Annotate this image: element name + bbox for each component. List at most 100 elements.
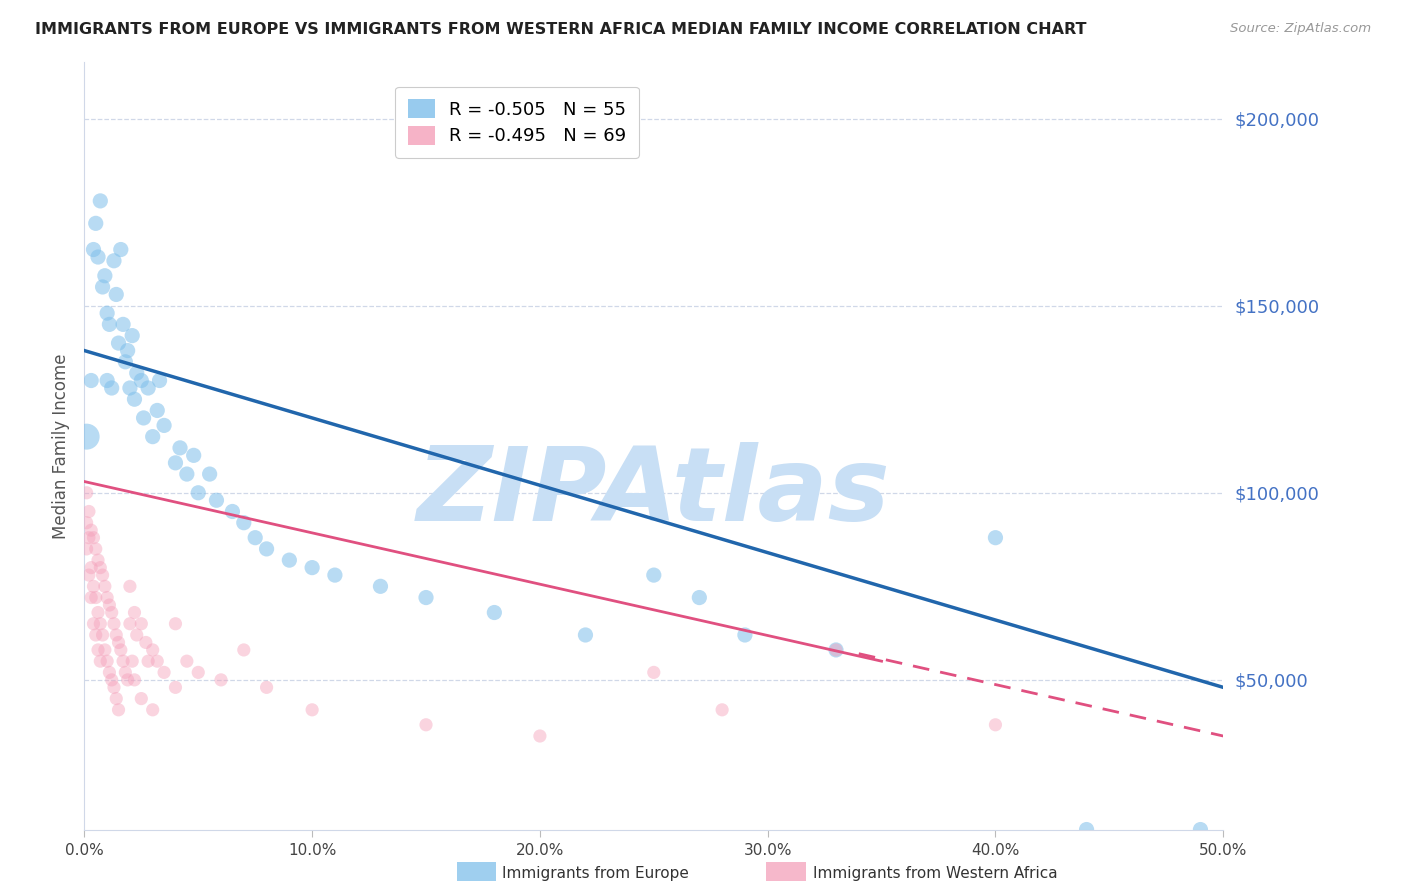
Point: [94, 643, 117, 657]
Point: [574, 628, 596, 642]
Point: [87, 643, 110, 657]
Point: [165, 616, 187, 631]
Point: [80, 591, 103, 605]
Point: [118, 579, 141, 593]
Point: [176, 467, 198, 481]
Point: [107, 336, 129, 351]
Point: [205, 493, 228, 508]
Point: [415, 591, 437, 605]
Point: [82, 579, 104, 593]
Point: [278, 553, 301, 567]
Point: [89, 194, 111, 208]
Point: [98, 598, 121, 612]
Point: [711, 703, 734, 717]
Point: [643, 665, 665, 680]
Point: [125, 628, 148, 642]
Point: [232, 516, 254, 530]
Point: [131, 616, 153, 631]
Point: [984, 531, 1007, 545]
Point: [187, 665, 209, 680]
Point: [301, 560, 323, 574]
Point: [146, 654, 169, 668]
Point: [94, 268, 117, 283]
Point: [124, 606, 146, 620]
Point: [124, 392, 146, 407]
Point: [98, 665, 121, 680]
Point: [165, 681, 187, 695]
Point: [96, 306, 118, 320]
Point: [165, 456, 187, 470]
Point: [76, 541, 98, 556]
Point: [107, 703, 129, 717]
Text: Source: ZipAtlas.com: Source: ZipAtlas.com: [1230, 22, 1371, 36]
Text: IMMIGRANTS FROM EUROPE VS IMMIGRANTS FROM WESTERN AFRICA MEDIAN FAMILY INCOME CO: IMMIGRANTS FROM EUROPE VS IMMIGRANTS FRO…: [35, 22, 1087, 37]
Point: [91, 568, 114, 582]
Point: [103, 616, 125, 631]
Point: [142, 703, 165, 717]
Point: [80, 374, 103, 388]
Point: [84, 591, 107, 605]
Text: Immigrants from Western Africa: Immigrants from Western Africa: [813, 866, 1057, 880]
Point: [96, 654, 118, 668]
Point: [105, 628, 128, 642]
Point: [94, 579, 117, 593]
Point: [183, 448, 205, 462]
Text: ZIPAtlas: ZIPAtlas: [418, 442, 890, 542]
Point: [98, 318, 121, 332]
Point: [1076, 822, 1098, 837]
Text: Immigrants from Europe: Immigrants from Europe: [502, 866, 689, 880]
Point: [107, 635, 129, 649]
Legend: R = -0.505   N = 55, R = -0.495   N = 69: R = -0.505 N = 55, R = -0.495 N = 69: [395, 87, 640, 158]
Point: [132, 411, 155, 425]
Point: [76, 430, 98, 444]
Point: [984, 718, 1007, 732]
Point: [245, 531, 267, 545]
Point: [135, 635, 157, 649]
Point: [825, 643, 848, 657]
Point: [117, 673, 139, 687]
Point: [121, 328, 143, 343]
Point: [370, 579, 392, 593]
Point: [114, 665, 136, 680]
Point: [103, 253, 125, 268]
Point: [232, 643, 254, 657]
Point: [118, 381, 141, 395]
Point: [87, 553, 110, 567]
Point: [415, 718, 437, 732]
Point: [118, 616, 141, 631]
Point: [153, 418, 176, 433]
Point: [76, 516, 98, 530]
Point: [77, 531, 100, 545]
Point: [91, 280, 114, 294]
Point: [825, 643, 848, 657]
Point: [105, 691, 128, 706]
Point: [221, 504, 243, 518]
Point: [84, 541, 107, 556]
Point: [198, 467, 221, 481]
Point: [100, 673, 122, 687]
Point: [117, 343, 139, 358]
Point: [112, 318, 135, 332]
Point: [142, 430, 165, 444]
Point: [100, 381, 122, 395]
Point: [89, 616, 111, 631]
Point: [1189, 822, 1212, 837]
Point: [301, 703, 323, 717]
Point: [148, 374, 170, 388]
Point: [643, 568, 665, 582]
Point: [176, 654, 198, 668]
Point: [84, 628, 107, 642]
Point: [76, 485, 98, 500]
Point: [89, 560, 111, 574]
Point: [77, 568, 100, 582]
Point: [121, 654, 143, 668]
Point: [87, 606, 110, 620]
Point: [110, 643, 132, 657]
Point: [82, 531, 104, 545]
Point: [146, 403, 169, 417]
Point: [529, 729, 551, 743]
Point: [112, 654, 135, 668]
Point: [105, 287, 128, 301]
Point: [734, 628, 756, 642]
Point: [136, 381, 159, 395]
